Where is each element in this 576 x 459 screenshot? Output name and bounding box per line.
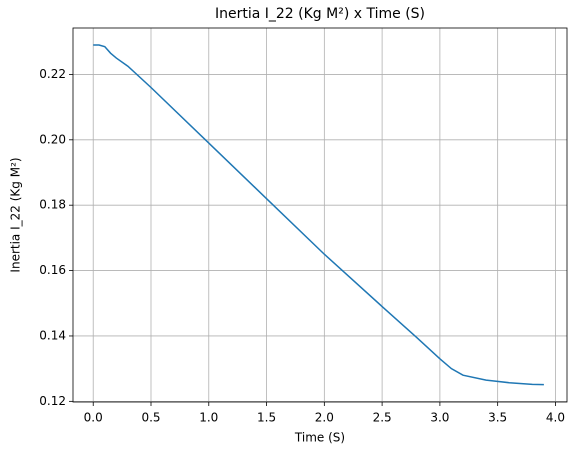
y-tick-label: 0.16 [39, 263, 66, 277]
y-tick-label: 0.12 [39, 394, 66, 408]
chart-title: Inertia I_22 (Kg M²) x Time (S) [215, 6, 425, 22]
y-axis-label: Inertia I_22 (Kg M²) [9, 157, 23, 272]
x-axis-label: Time (S) [294, 431, 345, 445]
x-tick-label: 3.0 [430, 411, 449, 425]
x-tick-label: 0.5 [141, 411, 160, 425]
y-tick-label: 0.22 [39, 67, 66, 81]
x-tick-label: 1.5 [257, 411, 276, 425]
x-tick-label: 3.5 [488, 411, 507, 425]
y-tick-label: 0.20 [39, 132, 66, 146]
x-tick-label: 2.5 [373, 411, 392, 425]
plot-frame [72, 27, 568, 403]
y-tick-label: 0.18 [39, 198, 66, 212]
x-tick-label: 0.0 [84, 411, 103, 425]
y-tick-label: 0.14 [39, 328, 66, 342]
x-tick-label: 4.0 [546, 411, 565, 425]
x-tick-label: 1.0 [199, 411, 218, 425]
x-tick-label: 2.0 [315, 411, 334, 425]
data-line [93, 44, 544, 386]
